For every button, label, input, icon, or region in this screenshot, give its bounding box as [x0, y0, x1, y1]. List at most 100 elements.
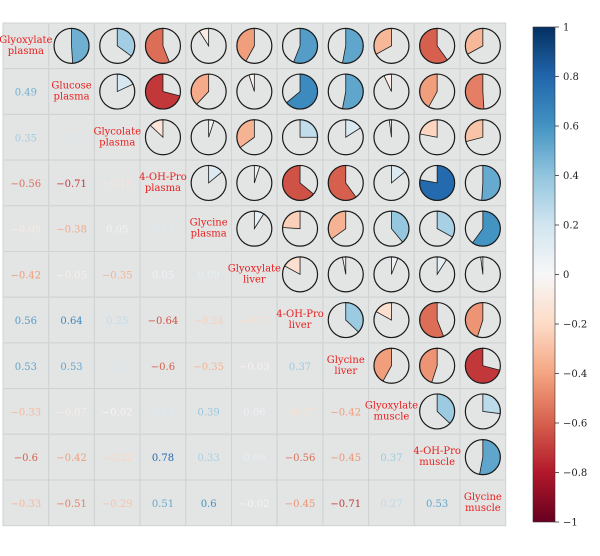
pie-outline — [419, 301, 456, 339]
matrix-cell — [231, 296, 278, 344]
pie-outline — [190, 27, 227, 64]
pie-outline — [327, 210, 364, 247]
matrix-cell — [93, 388, 141, 435]
pie-outline — [419, 210, 456, 247]
correlation-pie — [464, 210, 501, 247]
pie-outline — [236, 27, 273, 64]
diagonal-label: 4-OH-Pro muscle — [413, 446, 461, 468]
diagonal-label-line: Glyoxylate — [228, 263, 281, 274]
correlation-pie — [373, 347, 410, 384]
pie-outline — [419, 256, 456, 293]
pie-outline — [464, 27, 501, 64]
matrix-cell — [2, 479, 50, 527]
matrix-cell — [48, 205, 95, 253]
matrix-cell — [48, 388, 95, 435]
correlation-value: −0.71 — [330, 499, 361, 510]
correlation-pie — [236, 210, 273, 247]
correlation-value: 0.53 — [60, 362, 82, 373]
correlation-value: −0.22 — [102, 453, 133, 464]
pie-outline — [190, 119, 227, 156]
correlation-value: 0.14 — [152, 225, 174, 236]
correlation-value: 0.53 — [15, 362, 37, 373]
correlation-pie — [419, 27, 456, 64]
correlation-value: 0.05 — [152, 270, 174, 281]
correlation-value: 0.49 — [15, 88, 37, 99]
pie-outline — [281, 119, 319, 156]
pie-outline — [281, 210, 319, 247]
correlation-pie — [373, 301, 410, 339]
correlation-value: −0.71 — [56, 179, 87, 190]
pie-outline — [190, 73, 227, 110]
diagonal-label-line: liver — [243, 274, 266, 285]
pie-outline — [281, 73, 319, 110]
correlation-value: −0.13 — [102, 179, 133, 190]
correlation-pie — [419, 119, 456, 156]
pie-outline — [327, 301, 364, 339]
matrix-cell — [368, 433, 415, 481]
colorbar-tick-label: 0.6 — [563, 122, 579, 133]
diagonal-label-line: 4-OH-Pro — [139, 172, 187, 183]
pie-outline — [419, 73, 456, 110]
diagonal-label: Glycine liver — [327, 355, 365, 377]
diagonal-label: Glucose plasma — [51, 81, 91, 103]
correlation-value: −0.45 — [285, 499, 316, 510]
correlation-value: −0.03 — [239, 362, 270, 373]
correlation-pie — [281, 73, 319, 110]
correlation-value: −0.42 — [56, 453, 87, 464]
matrix-cell — [276, 296, 324, 344]
diagonal-label-line: plasma — [145, 183, 181, 194]
pie-outline — [53, 27, 90, 64]
correlation-pie — [144, 73, 182, 110]
correlation-pie — [373, 119, 410, 156]
matrix-cell — [139, 205, 187, 253]
matrix-cell — [322, 388, 370, 435]
diagonal-label-line: Glycine — [464, 492, 502, 503]
pie-outline — [419, 393, 456, 430]
matrix-cell — [413, 433, 461, 481]
colorbar-tick-label: 0.2 — [563, 221, 579, 232]
diagonal-label-line: 4-OH-Pro — [276, 309, 324, 320]
matrix-cell — [2, 342, 50, 390]
matrix-cell — [185, 388, 233, 435]
matrix-cell — [48, 113, 95, 161]
matrix-cell — [2, 22, 50, 70]
diagonal-label-line: muscle — [374, 411, 410, 422]
pie-outline — [99, 73, 136, 110]
matrix-cell — [2, 205, 50, 253]
colorbar-gradient — [532, 26, 556, 523]
matrix-cell — [139, 388, 187, 435]
correlation-value: −0.56 — [285, 453, 316, 464]
correlation-pie — [373, 164, 410, 202]
correlation-pie — [144, 27, 182, 64]
matrix-cell — [322, 433, 370, 481]
correlation-value: 0.16 — [106, 362, 128, 373]
pie-outline — [464, 256, 501, 293]
correlation-pie — [236, 27, 273, 64]
correlation-pie — [419, 73, 456, 110]
correlation-pie — [464, 164, 501, 202]
pie-outline — [236, 210, 273, 247]
correlation-pie — [419, 347, 456, 384]
colorbar-tick-label: 1 — [563, 23, 569, 34]
matrix-cell — [48, 342, 95, 390]
diagonal-label: 4-OH-Pro plasma — [139, 172, 187, 194]
correlation-value: −0.29 — [102, 499, 133, 510]
colorbar-tick-label: 0 — [563, 270, 569, 281]
diagonal-label-line: plasma — [8, 46, 44, 57]
correlation-value: −0.17 — [285, 407, 316, 418]
correlation-value: −0.17 — [239, 316, 270, 327]
diagonal-label-line: Glyoxylate — [0, 35, 53, 46]
pie-outline — [281, 27, 319, 64]
correlation-value: 0.27 — [380, 499, 402, 510]
pie-outline — [419, 347, 456, 384]
pie-outline — [419, 164, 456, 202]
correlation-value: 0.51 — [152, 499, 174, 510]
correlation-pie — [419, 256, 456, 293]
correlation-pie — [419, 210, 456, 247]
correlation-value: −0.6 — [151, 362, 175, 373]
pie-outline — [327, 119, 364, 156]
matrix-cell — [139, 433, 187, 481]
pie-outline — [419, 119, 456, 156]
